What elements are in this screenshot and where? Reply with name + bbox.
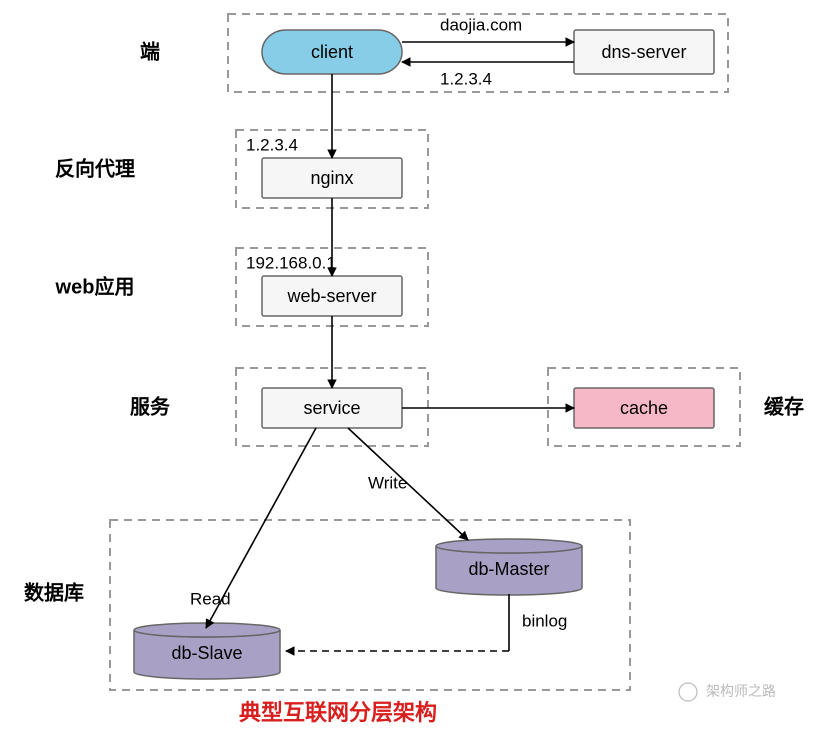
node-label-client: client: [311, 42, 353, 62]
l-web: web应用: [55, 274, 135, 298]
e-service-master: [348, 428, 468, 540]
e-service-master-label: Write: [368, 473, 407, 492]
l-db: 数据库: [24, 580, 84, 604]
node-label-dbslave: db-Slave: [171, 643, 242, 663]
node-label-nginx: nginx: [310, 168, 353, 188]
e-master-slave-v-label: binlog: [522, 611, 567, 630]
architecture-diagram: 端反向代理 web应用服务 缓存数据库 client dns-server nginx we…: [0, 0, 836, 736]
node-webserver: web-server: [262, 276, 402, 316]
e-service-slave-label: Read: [190, 589, 231, 608]
node-cache: cache: [574, 388, 714, 428]
node-dns: dns-server: [574, 30, 714, 74]
e-client-dns-bot-label: 1.2.3.4: [440, 69, 492, 88]
node-label-dbmaster: db-Master: [468, 559, 549, 579]
node-dbslave: db-Slave: [134, 623, 280, 679]
l-client: 端: [140, 40, 160, 63]
watermark-icon: [679, 683, 697, 701]
node-label-cache: cache: [620, 398, 668, 418]
node-client: client: [262, 30, 402, 74]
diagram-caption: 典型互联网分层架构: [239, 700, 437, 725]
node-label-service: service: [303, 398, 360, 418]
node-nginx: nginx: [262, 158, 402, 198]
node-service: service: [262, 388, 402, 428]
l-proxy: 反向代理: [55, 156, 135, 180]
a-nginx-ip: 1.2.3.4: [246, 135, 298, 154]
watermark-text: 架构师之路: [706, 683, 776, 699]
l-service: 服务: [130, 394, 171, 418]
node-dbmaster: db-Master: [436, 539, 582, 595]
node-label-dns: dns-server: [601, 42, 686, 62]
e-client-dns-top-label: daojia.com: [440, 15, 522, 34]
a-web-ip: 192.168.0.1: [246, 253, 336, 272]
node-label-webserver: web-server: [286, 286, 376, 306]
l-cache: 缓存: [764, 394, 804, 418]
